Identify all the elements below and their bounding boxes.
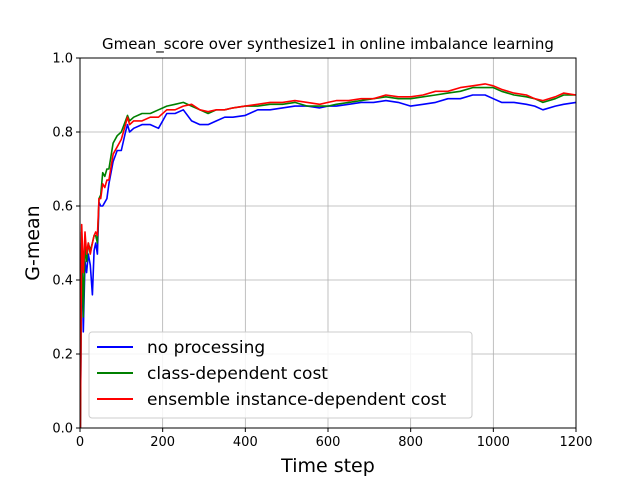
y-tick-label: 0.2 — [52, 348, 73, 363]
y-tick-label: 0.8 — [52, 126, 73, 141]
y-tick-label: 0.0 — [52, 422, 73, 437]
legend: no processing class-dependent cost ensembl… — [88, 331, 473, 419]
legend-label: no processing — [147, 338, 265, 358]
x-tick-label: 1000 — [477, 435, 510, 450]
legend-label: ensemble instance-dependent cost — [147, 390, 447, 410]
x-tick-label: 800 — [398, 435, 423, 450]
x-axis-label: Time step — [280, 455, 375, 477]
x-tick-label: 200 — [150, 435, 175, 450]
y-axis-label: G-mean — [22, 205, 44, 280]
legend-box — [88, 331, 473, 419]
x-tick-label: 600 — [316, 435, 341, 450]
axis-ticks: 0 200 400 600 800 1000 1200 0.0 0.2 0.4 0.6 0.8 1.0 — [52, 52, 592, 451]
y-tick-label: 0.6 — [52, 200, 73, 215]
legend-label: class-dependent cost — [147, 364, 328, 384]
y-tick-label: 1.0 — [52, 52, 73, 67]
x-tick-label: 1200 — [559, 435, 592, 450]
x-tick-label: 400 — [233, 435, 258, 450]
y-tick-label: 0.4 — [52, 274, 73, 289]
series-line — [79, 83, 577, 429]
series-lines — [79, 83, 577, 429]
x-tick-label: 0 — [76, 435, 84, 450]
chart-title: Gmean_score over synthesize1 in online i… — [102, 35, 554, 54]
